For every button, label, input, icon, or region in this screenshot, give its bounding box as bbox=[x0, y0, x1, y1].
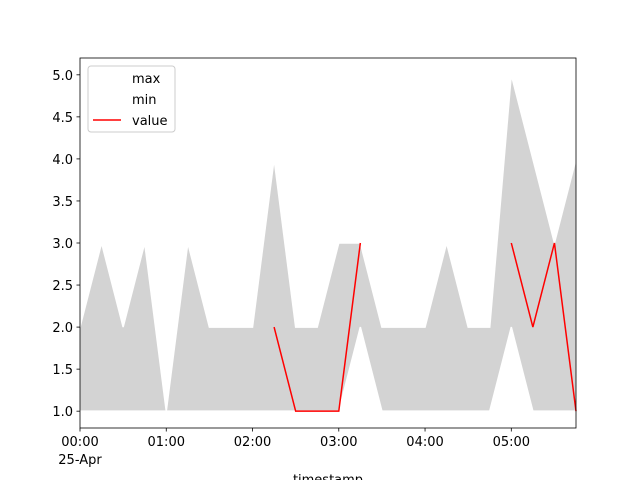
y-tick-label: 5.0 bbox=[52, 69, 73, 84]
y-tick-label: 4.5 bbox=[52, 111, 73, 126]
y-tick-label: 4.0 bbox=[52, 153, 73, 168]
series-line bbox=[510, 242, 577, 412]
y-tick-label: 3.5 bbox=[52, 195, 73, 210]
y-tick-label: 1.5 bbox=[52, 363, 73, 378]
x-date-label: 25-Apr bbox=[58, 453, 102, 468]
x-tick-label: 00:00 bbox=[61, 435, 98, 450]
legend-label: max bbox=[132, 72, 161, 87]
legend-label: value bbox=[132, 114, 168, 129]
y-tick-label: 1.0 bbox=[52, 405, 73, 420]
y-tick-label: 2.0 bbox=[52, 321, 73, 336]
x-tick-label: 05:00 bbox=[493, 435, 530, 450]
series-line bbox=[273, 242, 362, 412]
x-axis-label: timestamp bbox=[293, 473, 363, 480]
y-tick-label: 3.0 bbox=[52, 237, 73, 252]
legend-label: min bbox=[132, 93, 157, 108]
legend-box bbox=[87, 65, 176, 133]
x-tick-label: 01:00 bbox=[148, 435, 185, 450]
range-fill bbox=[80, 74, 576, 412]
series-line bbox=[79, 74, 577, 412]
x-tick-label: 04:00 bbox=[406, 435, 443, 450]
x-tick-label: 02:00 bbox=[234, 435, 271, 450]
y-tick-label: 2.5 bbox=[52, 279, 73, 294]
x-tick-label: 03:00 bbox=[320, 435, 357, 450]
